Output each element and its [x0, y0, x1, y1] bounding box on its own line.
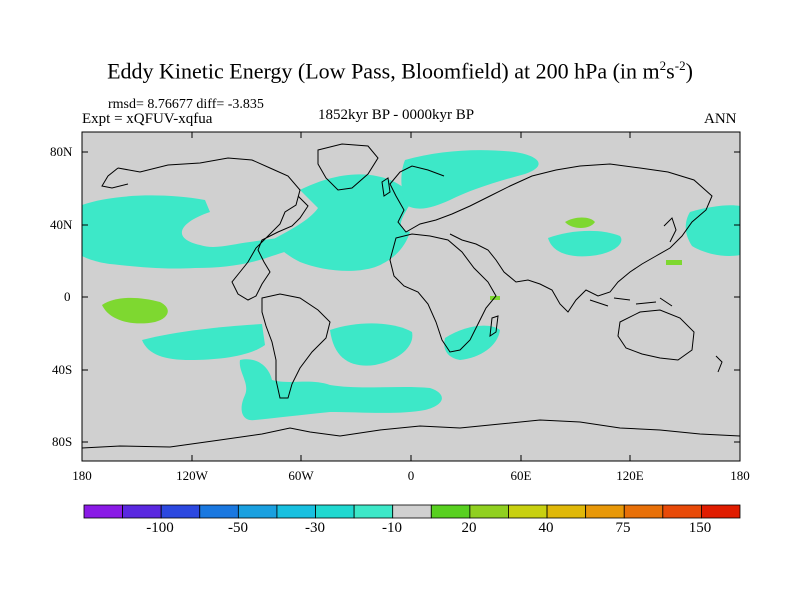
axis-ticks	[82, 132, 740, 461]
colorbar-swatch	[315, 504, 355, 519]
lon-label-120e: 120E	[616, 468, 644, 483]
europe-asia-coast	[389, 163, 713, 313]
indonesia-coast	[589, 297, 673, 307]
title-close: )	[685, 58, 693, 84]
colorbar-swatch	[392, 504, 432, 519]
colorbar-swatch	[623, 504, 664, 519]
colorbar-swatch	[83, 504, 123, 519]
colorbar-label: 20	[461, 520, 477, 536]
madagascar-coast	[489, 315, 499, 338]
title-unit: s	[666, 58, 675, 84]
south-indian-region	[444, 325, 500, 360]
colorbar-label: -50	[228, 520, 248, 536]
eurasia-north-region	[401, 150, 539, 209]
season-text: ANN	[704, 111, 737, 127]
north-pacific-band-region	[82, 195, 330, 269]
colorbar-swatch	[237, 504, 278, 519]
colorbar-swatch	[585, 504, 625, 519]
antarctica-coast	[82, 419, 740, 449]
east-asia-region	[548, 230, 622, 257]
negative-anomaly-regions	[82, 150, 740, 421]
south-pacific-band-region	[142, 324, 265, 360]
south-america-coast	[261, 293, 331, 399]
title-exponent-2: -2	[674, 58, 686, 73]
new-zealand-coast	[715, 355, 723, 373]
lat-label-80s: 80S	[52, 434, 73, 449]
north-atlantic-region	[272, 174, 412, 271]
lat-label-40s: 40S	[52, 362, 73, 377]
plot-title: Eddy Kinetic Energy (Low Pass, Bloomfiel…	[0, 58, 800, 84]
uk-coast	[381, 177, 391, 197]
colorbar-label: 40	[538, 520, 554, 536]
africa-coast	[389, 233, 497, 353]
positive-anomaly-regions	[102, 217, 682, 324]
period-text: 1852kyr BP - 0000kyr BP	[318, 107, 475, 123]
central-pacific-positive-region	[102, 297, 168, 324]
colorbar-swatch	[508, 504, 548, 519]
lon-label-120w: 120W	[176, 468, 208, 483]
colorbar-swatch	[160, 504, 201, 519]
northwest-pacific-region	[685, 205, 740, 256]
lon-label-180w: 180	[72, 468, 92, 483]
colorbar-swatch	[276, 504, 316, 519]
australia-coast	[617, 309, 695, 361]
lon-label-180e: 180	[730, 468, 750, 483]
colorbar-label: -10	[382, 520, 402, 536]
coastlines	[82, 143, 740, 449]
colorbar-label: 150	[688, 520, 712, 536]
colorbar-label: -100	[146, 520, 174, 536]
central-asia-positive-region	[565, 217, 595, 228]
experiment-text: Expt = xQFUV-xqfua	[82, 111, 213, 127]
stats-text: rmsd= 8.76677 diff= -3.835	[108, 97, 264, 112]
title-text: Eddy Kinetic Energy (Low Pass, Bloomfiel…	[107, 58, 660, 84]
colorbar-swatch	[353, 504, 394, 519]
title-exponent-1: 2	[659, 58, 667, 73]
lat-label-40n: 40N	[50, 217, 73, 232]
lon-label-60e: 60E	[510, 468, 532, 483]
greenland-coast	[317, 143, 379, 191]
colorbar-label: 75	[615, 520, 631, 536]
lat-label-0: 0	[64, 289, 71, 304]
colorbar-swatch	[701, 504, 741, 519]
colorbar-swatch	[199, 504, 239, 519]
west-pacific-positive-region	[666, 260, 682, 265]
japan-coast	[663, 217, 677, 243]
lat-label-80n: 80N	[50, 144, 73, 159]
south-atlantic-region	[330, 323, 413, 366]
colorbar-swatch	[122, 504, 162, 519]
colorbar-swatch	[430, 504, 471, 519]
colorbar-swatch	[469, 504, 509, 519]
lon-label-60w: 60W	[288, 468, 314, 483]
colorbar	[83, 504, 741, 519]
north-america-coast	[101, 157, 309, 301]
colorbar-swatch	[546, 504, 587, 519]
lon-label-0: 0	[407, 468, 415, 483]
colorbar-label: -30	[305, 520, 325, 536]
southern-ocean-region	[239, 359, 442, 421]
east-africa-positive-region	[490, 296, 500, 300]
colorbar-swatch	[662, 504, 702, 519]
